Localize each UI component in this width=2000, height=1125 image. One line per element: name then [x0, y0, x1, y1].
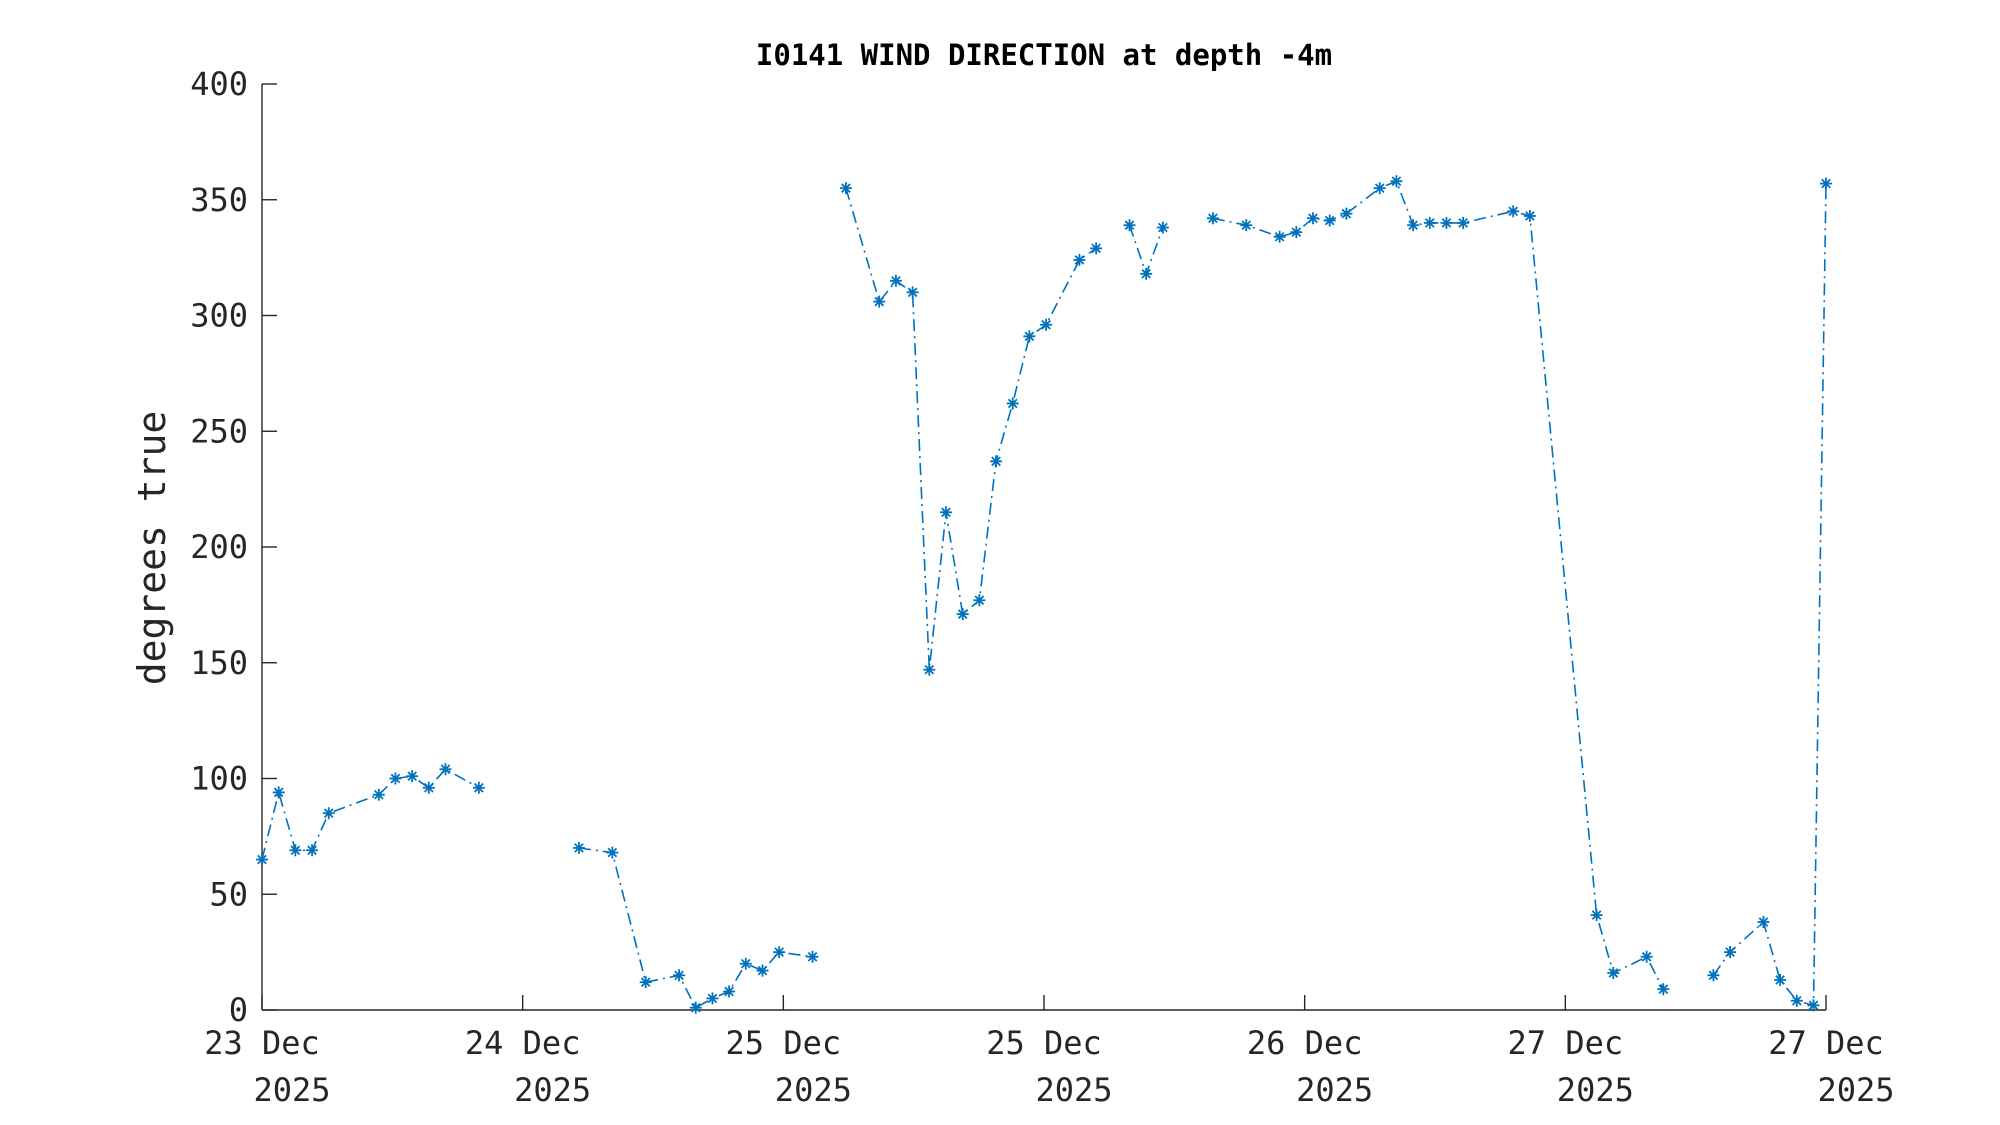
data-point — [1407, 219, 1420, 232]
data-point — [1340, 207, 1353, 220]
data-point — [839, 182, 852, 195]
x-tick-year-label: 2025 — [1035, 1071, 1112, 1109]
x-tick-year-label: 2025 — [1817, 1071, 1894, 1109]
chart-title: I0141 WIND DIRECTION at depth -4m — [756, 38, 1332, 72]
data-point — [1023, 330, 1036, 343]
data-point — [1040, 318, 1053, 331]
data-point — [1090, 242, 1103, 255]
data-point — [956, 608, 969, 621]
data-point — [1523, 209, 1536, 222]
data-point — [322, 807, 335, 820]
data-point — [1073, 253, 1086, 266]
data-point — [1757, 916, 1770, 929]
x-tick-year-label: 2025 — [514, 1071, 591, 1109]
y-tick-label: 150 — [190, 644, 248, 682]
data-point — [1774, 973, 1787, 986]
data-point — [1390, 175, 1403, 188]
x-tick-label: 25 Dec — [986, 1024, 1102, 1062]
series-line-segment — [845, 187, 1097, 670]
x-tick-label: 26 Dec — [1247, 1024, 1363, 1062]
x-tick-label: 24 Dec — [465, 1024, 581, 1062]
y-tick-label: 350 — [190, 181, 248, 219]
data-point — [1790, 994, 1803, 1007]
series-line-segment — [1712, 183, 1827, 1007]
data-point — [1273, 230, 1286, 243]
data-point — [1724, 946, 1737, 959]
data-point — [1423, 216, 1436, 229]
x-tick-year-label: 2025 — [775, 1071, 852, 1109]
data-point — [1156, 221, 1169, 234]
data-point — [1323, 214, 1336, 227]
y-tick-label: 400 — [190, 65, 248, 103]
data-point — [889, 274, 902, 287]
data-point — [1457, 216, 1470, 229]
x-tick-year-label: 2025 — [1296, 1071, 1373, 1109]
data-point — [1590, 909, 1603, 922]
data-point — [306, 844, 319, 857]
data-point — [1240, 219, 1253, 232]
data-point — [873, 295, 886, 308]
y-tick-label: 200 — [190, 528, 248, 566]
data-point — [906, 286, 919, 299]
data-point — [990, 455, 1003, 468]
data-point — [706, 992, 719, 1005]
data-point — [1140, 267, 1153, 280]
data-point — [673, 969, 686, 982]
data-point — [756, 964, 769, 977]
x-tick-year-label: 2025 — [1557, 1071, 1634, 1109]
data-point — [939, 506, 952, 519]
data-point — [389, 772, 402, 785]
data-point — [406, 770, 419, 783]
data-point — [1206, 212, 1219, 225]
data-point — [723, 985, 736, 998]
y-tick-label: 250 — [190, 412, 248, 450]
data-point — [1440, 216, 1453, 229]
y-tick-label: 0 — [229, 991, 248, 1029]
data-point — [472, 781, 485, 794]
data-point — [1373, 182, 1386, 195]
x-tick-year-label: 2025 — [253, 1071, 330, 1109]
data-point — [1607, 966, 1620, 979]
data-point — [256, 853, 268, 866]
axes: 0 50 100 150 200 250 300 350 400 23 Dec 2025 24 Dec… — [190, 65, 1894, 1109]
data-point — [1307, 212, 1320, 225]
data-point — [1820, 177, 1832, 190]
y-tick-label: 50 — [209, 875, 248, 913]
data-point — [739, 957, 752, 970]
data-point — [272, 786, 285, 799]
data-point — [372, 788, 385, 801]
data-point — [1707, 969, 1720, 982]
data-point — [923, 663, 936, 676]
data-point — [1657, 983, 1670, 996]
data-point — [773, 946, 786, 959]
plot-area — [256, 175, 1832, 1014]
x-tick-label: 23 Dec — [204, 1024, 320, 1062]
x-tick-label: 27 Dec — [1508, 1024, 1624, 1062]
data-point — [689, 1001, 702, 1014]
data-point — [422, 781, 435, 794]
y-axis-label: degrees true — [130, 411, 174, 686]
series-line-segment — [1128, 224, 1164, 277]
x-tick-label: 27 Dec — [1768, 1024, 1884, 1062]
data-point — [439, 763, 452, 776]
series-line-segment — [1212, 180, 1665, 990]
data-point — [606, 846, 619, 859]
data-point — [1290, 226, 1303, 239]
data-point — [289, 844, 302, 857]
data-point — [1006, 397, 1019, 410]
y-tick-label: 300 — [190, 297, 248, 335]
y-tick-label: 100 — [190, 760, 248, 798]
data-point — [639, 976, 652, 989]
data-point — [973, 594, 986, 607]
data-point — [1640, 950, 1653, 963]
data-point — [1807, 999, 1820, 1012]
data-point — [1123, 219, 1136, 232]
data-point — [572, 841, 585, 854]
data-point — [1507, 205, 1520, 218]
x-tick-label: 25 Dec — [726, 1024, 842, 1062]
series-line-segment — [578, 847, 813, 1009]
data-point — [806, 950, 819, 963]
